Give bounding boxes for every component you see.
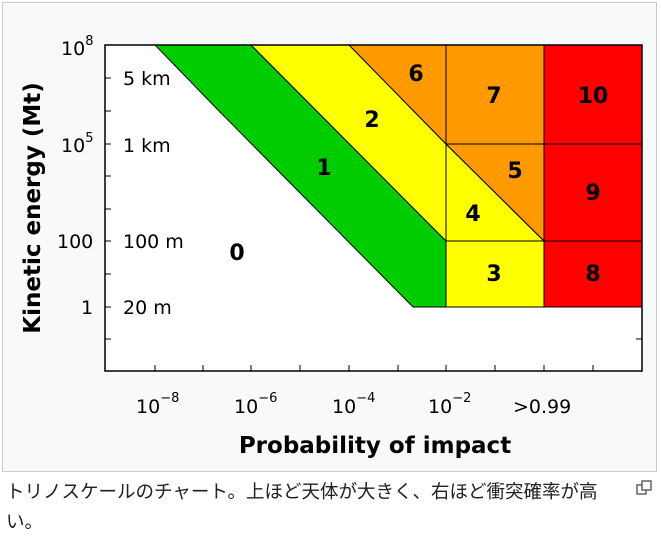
size-label-20m: 20 m — [123, 297, 172, 319]
x-axis-ticks — [154, 365, 594, 371]
y-tick-label-1e5: 105 — [61, 131, 93, 157]
zone-5-label: 5 — [507, 159, 522, 184]
zone-0-label: 0 — [229, 241, 244, 266]
plot-border — [104, 44, 643, 372]
x-tick-label-1e-8: 10−8 — [136, 391, 179, 418]
zone-2-label: 2 — [364, 108, 379, 133]
zone-1-label: 1 — [316, 156, 331, 181]
zone-8-label: 8 — [585, 262, 600, 287]
x-tick-label-1e-2: 10−2 — [428, 391, 471, 418]
x-tick-label-099: >0.99 — [513, 396, 571, 418]
zone-3-label: 3 — [486, 262, 501, 287]
y-tick-label-1: 1 — [81, 297, 93, 319]
zone-9-area — [543, 143, 643, 242]
x-axis-title: Probability of impact — [239, 433, 511, 459]
y-axis-title: Kinetic energy (Mt) — [20, 82, 46, 333]
zone-10-label: 10 — [578, 84, 609, 109]
x-tick-label-1e-4: 10−4 — [332, 391, 375, 418]
zone-6-label: 6 — [408, 62, 423, 87]
y-tick-label-1e8: 108 — [61, 34, 93, 60]
zone-7-label: 7 — [486, 84, 501, 109]
y-tick-label-100: 100 — [57, 231, 93, 253]
size-label-5km: 5 km — [123, 68, 171, 90]
zone-8-area — [543, 240, 643, 308]
zone-9-label: 9 — [585, 181, 600, 206]
zone-4-label: 4 — [465, 202, 480, 227]
figure-caption: トリノスケールのチャート。上ほど天体が大きく、右ほど衝突確率が高い。 — [6, 482, 598, 533]
size-label-1km: 1 km — [123, 135, 171, 157]
size-label-100m: 100 m — [123, 231, 184, 253]
enlarge-icon[interactable] — [636, 480, 652, 496]
y-axis-ticks — [105, 44, 642, 340]
zone-3-area — [445, 240, 545, 308]
torino-scale-chart: 108 105 100 1 10−8 10−6 10−4 10−2 >0.99 … — [20, 34, 643, 459]
x-tick-label-1e-6: 10−6 — [234, 391, 277, 418]
